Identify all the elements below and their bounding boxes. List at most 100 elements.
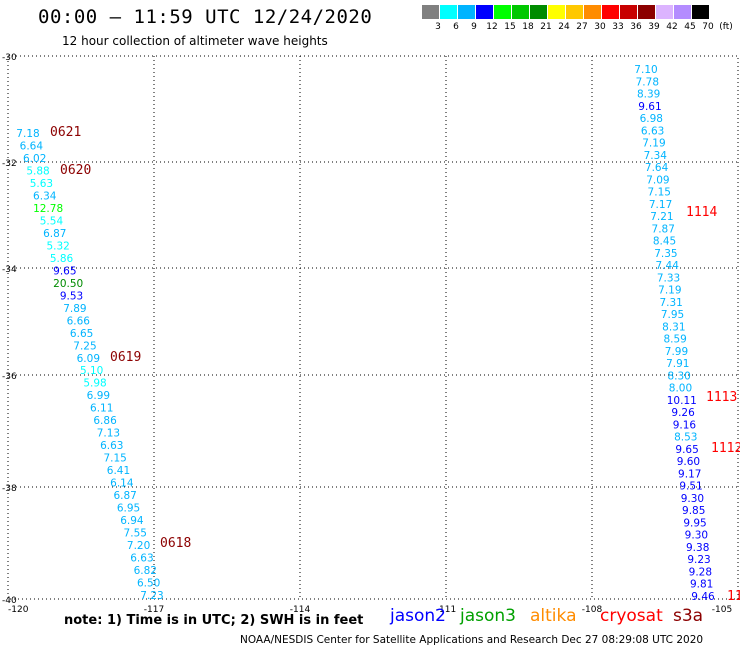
pass-time-label: 11 [727, 589, 740, 604]
lon-tick-label: -120 [8, 605, 29, 615]
wave-height-value: 6.02 [23, 153, 46, 165]
legend-swatch [530, 5, 547, 19]
lon-tick-label: -114 [290, 605, 311, 615]
wave-height-value: 6.65 [70, 328, 93, 340]
wave-height-value: 8.53 [674, 432, 697, 444]
footer-credit: NOAA/NESDIS Center for Satellite Applica… [240, 634, 704, 646]
wave-height-value: 5.54 [40, 215, 64, 227]
legend-swatch [656, 5, 673, 19]
wave-height-value: 9.65 [53, 265, 76, 277]
lon-tick-label: -111 [436, 605, 456, 615]
legend-label: 70 [702, 22, 714, 32]
lat-tick-label: -30 [2, 53, 17, 63]
legend-swatch [584, 5, 601, 19]
wave-height-value: 6.34 [33, 190, 57, 202]
wave-height-value: 6.87 [43, 228, 66, 240]
wave-height-value: 7.91 [666, 358, 689, 370]
legend-label: (ft) [719, 22, 733, 32]
legend-label: 36 [630, 22, 642, 32]
west-track: 7.186.646.025.885.636.3412.785.546.875.3… [16, 125, 191, 602]
wave-height-value: 9.51 [679, 481, 702, 493]
wave-height-value: 6.09 [77, 353, 100, 365]
wave-height-value: 7.17 [649, 199, 672, 211]
wave-height-value: 8.30 [667, 370, 690, 382]
satellite-cryosat: cryosat [600, 606, 663, 626]
wave-height-value: 9.30 [685, 530, 708, 542]
wave-height-value: 9.16 [673, 419, 697, 431]
lat-tick-label: -40 [2, 596, 17, 606]
wave-height-value: 7.87 [652, 223, 675, 235]
legend-swatch [674, 5, 691, 19]
wave-height-value: 9.81 [690, 579, 713, 591]
satellite-jason2: jason2 [390, 606, 446, 626]
wave-height-value: 8.45 [653, 236, 676, 248]
legend-swatch [620, 5, 637, 19]
legend-label: 6 [453, 22, 459, 32]
lat-tick-label: -38 [2, 484, 17, 494]
legend-label: 3 [435, 22, 441, 32]
lon-tick-label: -117 [144, 605, 164, 615]
wave-height-value: 6.66 [67, 315, 91, 327]
wave-height-value: 7.44 [656, 260, 680, 272]
legend-label: 42 [666, 22, 678, 32]
wave-height-value: 7.78 [636, 76, 659, 88]
wave-height-value: 9.38 [686, 542, 709, 554]
legend-label: 9 [471, 22, 477, 32]
wave-height-value: 5.98 [83, 378, 106, 390]
wave-height-value: 6.63 [130, 553, 153, 565]
lat-tick-label: -36 [2, 372, 17, 382]
legend-swatch [548, 5, 565, 19]
wave-height-value: 9.53 [60, 290, 83, 302]
wave-height-value: 9.95 [683, 517, 706, 529]
pass-time-label: 0618 [160, 536, 191, 551]
wave-height-value: 7.13 [97, 428, 120, 440]
map-frame [7, 55, 739, 600]
wave-height-value: 6.87 [113, 490, 136, 502]
map-subtitle: 12 hour collection of altimeter wave hei… [62, 34, 328, 48]
legend-swatch [602, 5, 619, 19]
legend-swatch [440, 5, 457, 19]
wave-height-value: 6.63 [100, 440, 123, 452]
wave-height-value: 9.60 [677, 456, 700, 468]
wave-height-value: 7.10 [634, 64, 657, 76]
wave-height-value: 9.61 [638, 101, 661, 113]
wave-height-value: 6.94 [120, 515, 144, 527]
legend-swatch [494, 5, 511, 19]
wave-height-value: 6.64 [20, 140, 44, 152]
wave-height-value: 6.11 [90, 403, 113, 415]
legend-label: 15 [504, 22, 516, 32]
legend-label: 30 [594, 22, 606, 32]
wave-height-value: 9.46 [691, 591, 715, 603]
legend-label: 21 [540, 22, 552, 32]
wave-height-value: 6.99 [87, 390, 110, 402]
wave-height-value: 6.14 [110, 478, 134, 490]
wave-height-value: 5.32 [46, 240, 69, 252]
wave-height-value: 5.86 [50, 253, 74, 265]
wave-height-value: 8.39 [637, 89, 660, 101]
wave-height-value: 8.59 [663, 334, 686, 346]
satellite-s3a: s3a [673, 606, 704, 626]
wave-height-value: 6.41 [107, 465, 130, 477]
wave-height-value: 9.85 [682, 505, 705, 517]
wave-height-value: 7.19 [642, 138, 665, 150]
wave-height-value: 5.10 [80, 365, 103, 377]
east-track: 7.107.788.399.616.986.637.197.347.647.09… [634, 64, 740, 604]
wave-height-value: 6.50 [137, 578, 160, 590]
wave-height-value: 7.09 [646, 174, 669, 186]
legend-swatch [476, 5, 493, 19]
legend-swatch [638, 5, 655, 19]
wave-height-value: 9.17 [678, 468, 701, 480]
legend-swatch [692, 5, 709, 19]
wave-height-value: 7.55 [124, 528, 147, 540]
legend-label: 27 [576, 22, 588, 32]
lon-tick-label: -108 [582, 605, 603, 615]
footer-note: note: 1) Time is in UTC; 2) SWH is in fe… [64, 613, 364, 628]
wave-height-value: 7.15 [648, 187, 671, 199]
legend-label: 24 [558, 22, 570, 32]
legend-label: 33 [612, 22, 624, 32]
wave-height-value: 7.15 [103, 453, 126, 465]
axis-ticks: -30 -32 -34 -36 -38 -40-120 -117 -114 -111 -108 -1… [2, 53, 732, 615]
legend-swatch [422, 5, 439, 19]
wave-height-value: 12.78 [33, 203, 63, 215]
wave-height-value: 7.20 [127, 540, 150, 552]
